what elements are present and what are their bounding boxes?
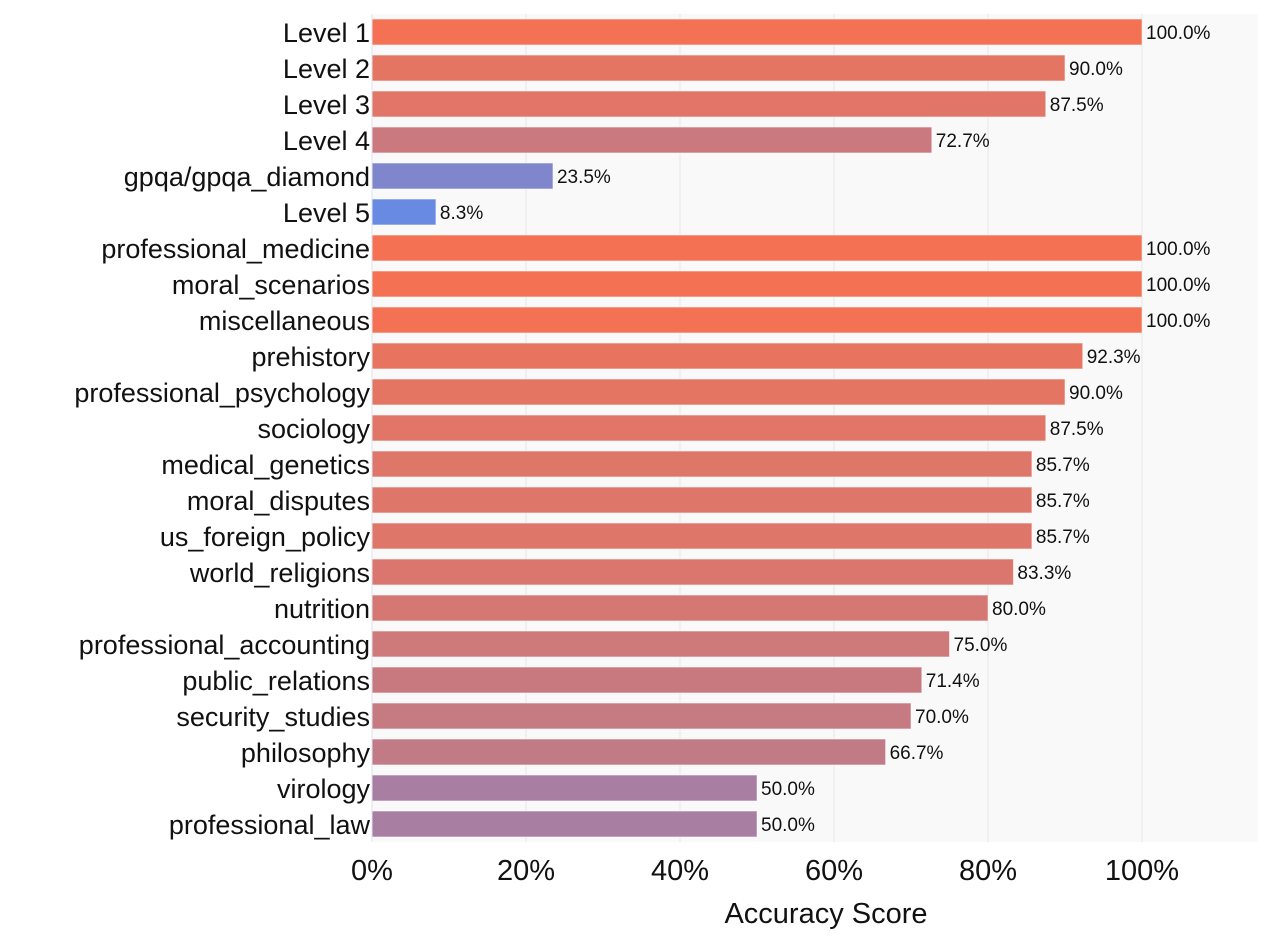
y-tick-label: moral_scenarios: [172, 270, 370, 300]
data-label: 100.0%: [1146, 311, 1211, 332]
data-label: 87.5%: [1050, 419, 1104, 440]
bar: [371, 90, 1047, 118]
x-tick-label: 0%: [351, 855, 393, 887]
bar: [371, 558, 1014, 586]
y-tick-label: professional_law: [169, 810, 371, 840]
bar: [371, 378, 1066, 406]
y-tick-label: sociology: [257, 414, 370, 444]
data-label: 23.5%: [557, 167, 611, 188]
y-tick-label: Level 1: [283, 18, 370, 48]
y-tick-label: professional_psychology: [74, 378, 370, 408]
y-tick-label: medical_genetics: [161, 450, 370, 480]
x-tick-label: 100%: [1105, 855, 1179, 887]
x-tick-label: 20%: [497, 855, 555, 887]
y-tick-label: prehistory: [251, 342, 370, 372]
y-tick-label: Level 5: [283, 198, 370, 228]
y-tick-label: philosophy: [241, 738, 371, 768]
data-label: 75.0%: [954, 635, 1008, 656]
data-label: 50.0%: [761, 815, 815, 836]
y-tick-label: gpqa/gpqa_diamond: [124, 162, 370, 192]
data-label: 8.3%: [440, 203, 483, 224]
x-tick-label: 60%: [805, 855, 863, 887]
data-label: 66.7%: [890, 743, 944, 764]
data-label: 90.0%: [1069, 383, 1123, 404]
bar: [371, 774, 758, 802]
data-label: 100.0%: [1146, 239, 1211, 260]
y-tick-label: professional_accounting: [79, 630, 370, 660]
bar: [371, 738, 887, 766]
y-tick-label: virology: [277, 774, 371, 804]
bar: [371, 486, 1033, 514]
bar: [371, 702, 912, 730]
y-tick-label: Level 2: [283, 54, 370, 84]
data-label: 70.0%: [915, 707, 969, 728]
data-label: 80.0%: [992, 599, 1046, 620]
y-tick-label: us_foreign_policy: [160, 522, 371, 552]
data-label: 83.3%: [1017, 563, 1071, 584]
bar: [371, 18, 1143, 46]
bar: [371, 414, 1047, 442]
y-tick-label: professional_medicine: [101, 234, 370, 264]
bar: [371, 522, 1033, 550]
y-tick-label: nutrition: [274, 594, 370, 624]
bar: [371, 450, 1033, 478]
bar: [371, 306, 1143, 334]
data-label: 87.5%: [1050, 95, 1104, 116]
bar: [371, 198, 437, 226]
bar: [371, 54, 1066, 82]
x-tick-label: 40%: [651, 855, 709, 887]
data-label: 100.0%: [1146, 23, 1211, 44]
data-label: 72.7%: [936, 131, 990, 152]
data-label: 92.3%: [1087, 347, 1141, 368]
bar: [371, 234, 1143, 262]
y-tick-label: Level 3: [283, 90, 370, 120]
y-tick-label: security_studies: [176, 702, 370, 732]
x-axis-title: Accuracy Score: [724, 898, 927, 930]
data-label: 71.4%: [926, 671, 980, 692]
bar: [371, 162, 554, 190]
data-label: 50.0%: [761, 779, 815, 800]
bar: [371, 270, 1143, 298]
y-tick-label: world_religions: [189, 558, 370, 588]
y-tick-label: miscellaneous: [199, 306, 370, 336]
data-label: 85.7%: [1036, 491, 1090, 512]
y-tick-label: Level 4: [283, 126, 370, 156]
data-label: 90.0%: [1069, 59, 1123, 80]
y-tick-label: public_relations: [182, 666, 370, 696]
y-tick-label: moral_disputes: [187, 486, 370, 516]
data-label: 100.0%: [1146, 275, 1211, 296]
bar: [371, 594, 989, 622]
bar: [371, 342, 1084, 370]
bar: [371, 810, 758, 838]
x-tick-label: 80%: [959, 855, 1017, 887]
bar: [371, 126, 933, 154]
data-label: 85.7%: [1036, 527, 1090, 548]
bar: [371, 630, 950, 658]
data-label: 85.7%: [1036, 455, 1090, 476]
bar: [371, 666, 923, 694]
